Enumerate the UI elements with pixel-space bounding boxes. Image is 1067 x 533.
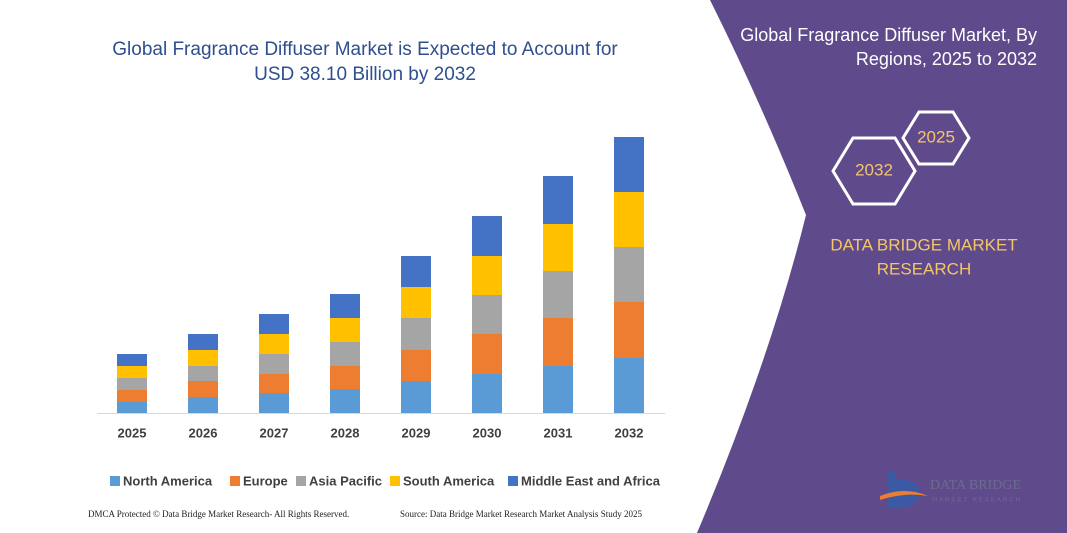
bar-segment — [401, 318, 431, 350]
bar-segment — [401, 287, 431, 318]
legend-swatch — [390, 476, 400, 486]
panel-title: Global Fragrance Diffuser Market, By — [740, 25, 1037, 45]
side-panel — [697, 0, 1067, 533]
bar-segment — [472, 295, 502, 334]
bar-segment — [330, 342, 360, 366]
panel-title: Regions, 2025 to 2032 — [856, 49, 1037, 69]
legend-label: Middle East and Africa — [521, 473, 661, 488]
bar-segment — [188, 366, 218, 381]
logo-tagline: MARKET RESEARCH — [932, 498, 1022, 504]
logo-icon — [888, 472, 920, 509]
bar-segment — [188, 381, 218, 397]
bar-segment — [472, 334, 502, 374]
bar-segment — [117, 390, 147, 402]
logo-name: DATA BRIDGE — [930, 478, 1021, 493]
bar-segment — [259, 374, 289, 393]
x-tick-label: 2028 — [331, 425, 360, 440]
x-tick-label: 2031 — [544, 425, 573, 440]
bar-segment — [614, 137, 644, 192]
bar-segment — [543, 366, 573, 413]
brand-text: DATA BRIDGE MARKET — [830, 235, 1017, 254]
bar-segment — [472, 374, 502, 413]
x-tick-label: 2025 — [118, 425, 147, 440]
bar-segment — [117, 366, 147, 378]
logo: DATA BRIDGE MARKET RESEARCH — [880, 472, 1022, 509]
bar-segment — [188, 350, 218, 366]
x-tick-label: 2030 — [473, 425, 502, 440]
legend-label: Europe — [243, 473, 288, 488]
bar-segment — [401, 350, 431, 381]
hexagon-label: 2025 — [917, 127, 955, 146]
hexagon-label: 2032 — [855, 160, 893, 179]
bar-segment — [614, 192, 644, 247]
bar-segment — [259, 334, 289, 354]
x-tick-label: 2032 — [615, 425, 644, 440]
bar-segment — [117, 402, 147, 413]
hexagon — [901, 110, 971, 166]
footer-right: Source: Data Bridge Market Research Mark… — [400, 509, 642, 519]
hexagon — [831, 136, 917, 206]
bar-segment — [472, 256, 502, 295]
legend-swatch — [230, 476, 240, 486]
bar-segment — [543, 318, 573, 366]
bar-segment — [472, 216, 502, 256]
legend-label: Asia Pacific — [309, 473, 382, 488]
footer-left: DMCA Protected © Data Bridge Market Rese… — [88, 509, 349, 519]
bar-segment — [330, 294, 360, 318]
bar-segment — [330, 389, 360, 413]
bar-segment — [330, 366, 360, 389]
x-tick-label: 2029 — [402, 425, 431, 440]
x-tick-label: 2027 — [260, 425, 289, 440]
bar-segment — [259, 314, 289, 334]
bar-segment — [543, 176, 573, 224]
chart-title: Global Fragrance Diffuser Market is Expe… — [112, 39, 618, 60]
bar-segment — [117, 354, 147, 366]
legend-swatch — [296, 476, 306, 486]
logo-icon — [880, 491, 928, 500]
bar-segment — [614, 302, 644, 358]
x-tick-label: 2026 — [189, 425, 218, 440]
bar-segment — [401, 381, 431, 413]
bar-segment — [543, 271, 573, 318]
legend-label: South America — [403, 473, 495, 488]
brand-text: RESEARCH — [877, 259, 971, 278]
bar-segment — [188, 397, 218, 413]
legend-label: North America — [123, 473, 213, 488]
bar-segment — [259, 393, 289, 413]
legend-swatch — [508, 476, 518, 486]
chart-title: USD 38.10 Billion by 2032 — [254, 64, 476, 85]
bar-segment — [614, 358, 644, 413]
bar-segment — [543, 224, 573, 271]
bar-segment — [401, 256, 431, 287]
bar-segment — [614, 247, 644, 302]
bar-segment — [188, 334, 218, 350]
bar-segment — [117, 378, 147, 390]
legend-swatch — [110, 476, 120, 486]
bar-segment — [259, 354, 289, 374]
bar-segment — [330, 318, 360, 342]
